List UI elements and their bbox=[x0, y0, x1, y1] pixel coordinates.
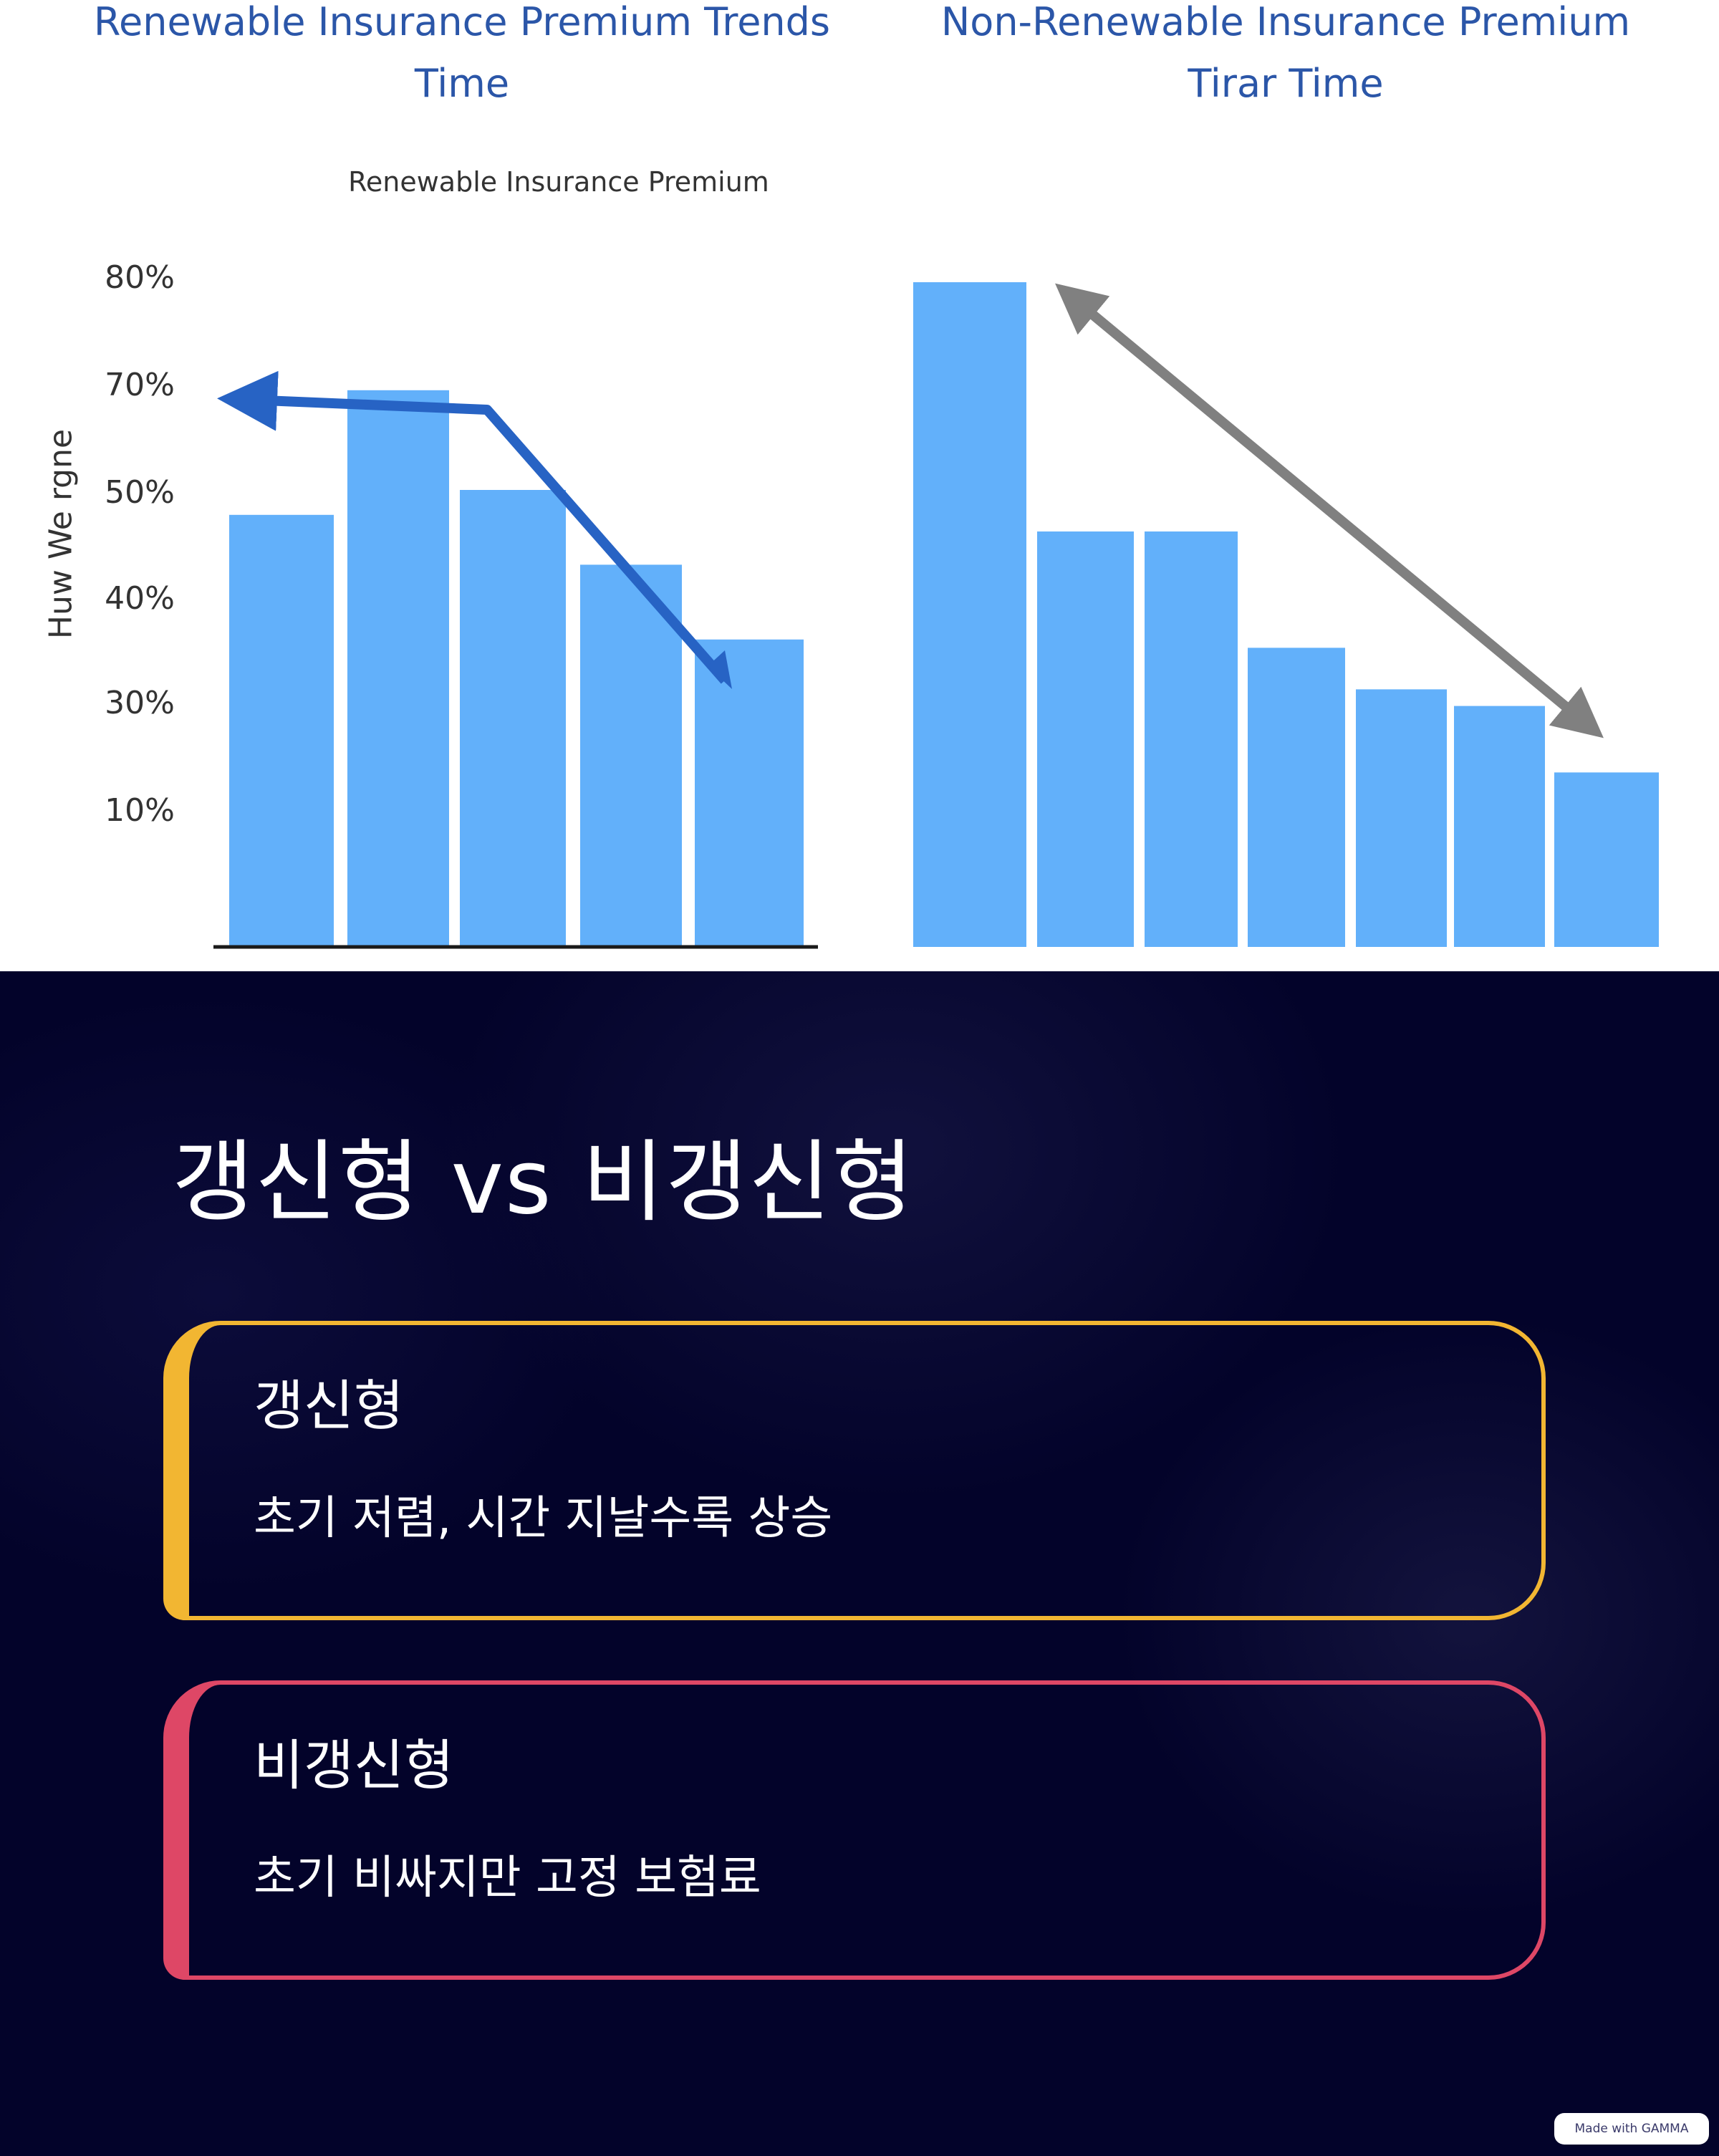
non-renewable-card-heading: 비갱신형 bbox=[254, 1733, 454, 1797]
left-y-tick-label: 30% bbox=[105, 685, 175, 721]
slide: 갱신형 vs 비갱신형 갱신형 초기 저렴, 시간 지날수록 상승 비갱신형 초… bbox=[0, 971, 1719, 2156]
left-bar-chart: 80% 70% 50% 40% 30% 10% bbox=[105, 259, 818, 949]
right-bar-chart bbox=[913, 282, 1659, 947]
left-chart-subtitle: Renewable Insurance Premium bbox=[348, 166, 769, 198]
left-y-tick-label: 10% bbox=[105, 792, 175, 829]
left-bar-4 bbox=[580, 564, 682, 947]
non-renewable-card: 비갱신형 초기 비싸지만 고정 보험료 bbox=[163, 1680, 1546, 1980]
renewable-card-heading: 갱신형 bbox=[254, 1374, 404, 1438]
right-bar-7 bbox=[1554, 772, 1659, 947]
left-bar-3 bbox=[460, 490, 566, 947]
left-chart-title: Renewable Insurance Premium Trends Time bbox=[93, 0, 831, 106]
right-bar-6 bbox=[1454, 706, 1545, 947]
made-with-gamma-badge[interactable]: Made with GAMMA bbox=[1554, 2113, 1709, 2145]
left-bar-2 bbox=[347, 390, 449, 947]
left-y-tick-label: 70% bbox=[105, 367, 175, 403]
bar-charts: 80% 70% 50% 40% 30% 10% bbox=[105, 259, 1659, 949]
non-renewable-card-body: 초기 비싸지만 고정 보험료 bbox=[254, 1852, 761, 1905]
right-trend-arrow bbox=[1055, 283, 1604, 738]
left-trend-arrow-tail bbox=[708, 650, 732, 689]
left-bar-5 bbox=[695, 639, 804, 947]
slide-title: 갱신형 vs 비갱신형 bbox=[172, 1131, 915, 1234]
renewable-card-body: 초기 저렴, 시간 지날수록 상승 bbox=[254, 1492, 833, 1545]
right-bar-1 bbox=[913, 282, 1026, 947]
left-trend-arrow bbox=[217, 370, 729, 684]
right-bar-5 bbox=[1356, 689, 1447, 947]
left-bar-1 bbox=[229, 514, 334, 947]
right-chart-title: Non-Renewable Insurance Premium Tirar Ti… bbox=[940, 0, 1631, 106]
left-y-tick-label: 80% bbox=[105, 259, 175, 296]
right-bar-4 bbox=[1248, 648, 1345, 947]
left-y-tick-label: 50% bbox=[105, 474, 175, 511]
right-bar-3 bbox=[1145, 531, 1238, 947]
right-bar-2 bbox=[1037, 531, 1134, 947]
chart-image-panel: Renewable Insurance Premium Trends Time … bbox=[0, 0, 1719, 971]
renewable-card: 갱신형 초기 저렴, 시간 지날수록 상승 bbox=[163, 1321, 1546, 1620]
left-y-tick-label: 40% bbox=[105, 580, 175, 617]
